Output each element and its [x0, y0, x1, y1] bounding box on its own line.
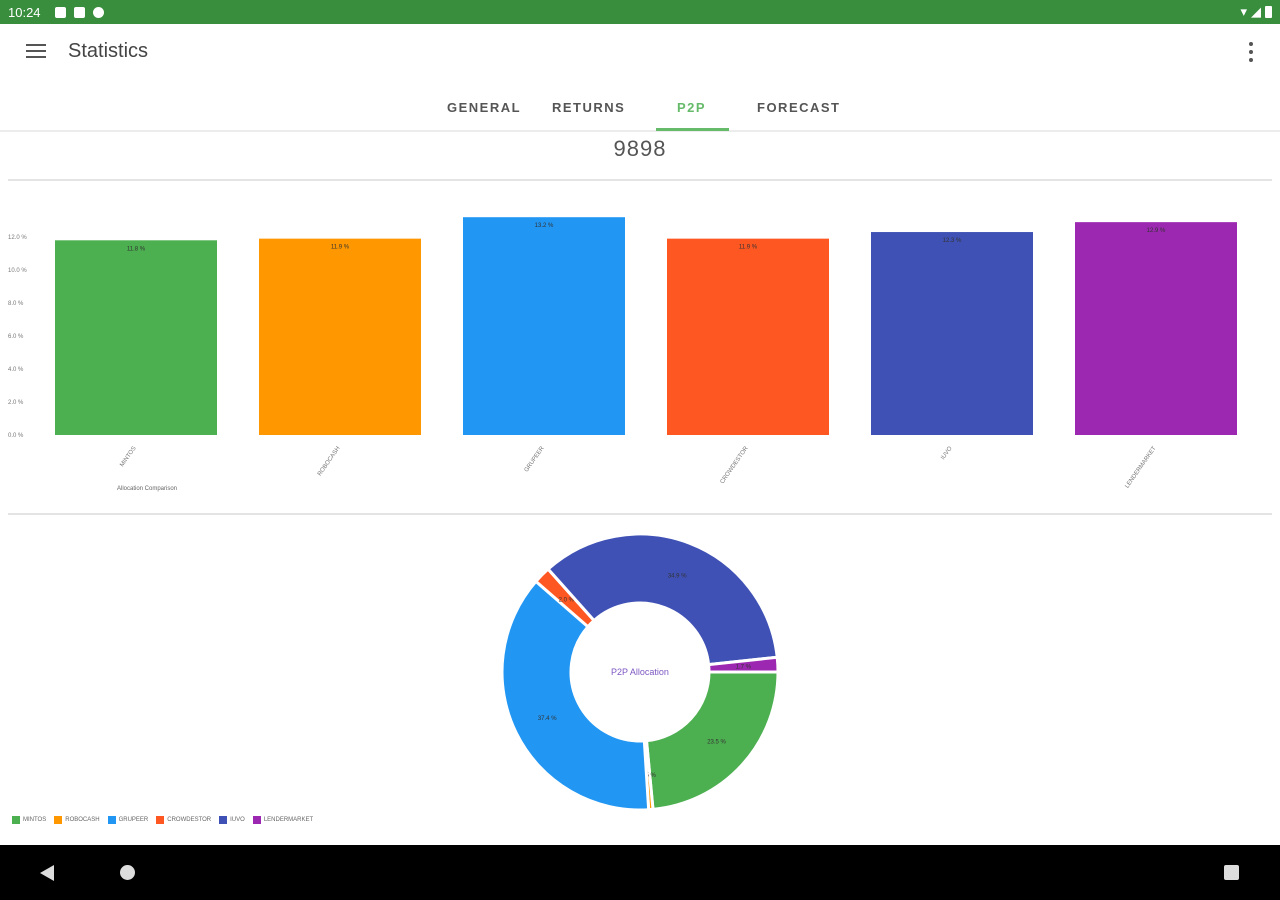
y-tick-label: 0.0 % — [8, 433, 24, 439]
bar — [259, 238, 421, 435]
legend-item: CROWDESTOR — [156, 816, 211, 824]
slice-value-label: 23.5 % — [707, 740, 726, 746]
y-tick-label: 4.0 % — [8, 367, 24, 373]
status-bar: 10:24 ▾ ◢ — [0, 0, 1280, 24]
bar-value-label: 11.9 % — [331, 245, 350, 251]
navigation-bar — [0, 845, 1280, 900]
bar-value-label: 11.8 % — [127, 246, 146, 252]
wifi-icon: ▾ — [1240, 4, 1247, 19]
tab-p2p[interactable]: P2P — [677, 100, 707, 115]
y-tick-label: 6.0 % — [8, 334, 24, 340]
divider — [8, 513, 1272, 515]
total-value: 9898 — [613, 136, 667, 161]
system-icons: ▾ ◢ — [1240, 4, 1272, 20]
divider — [8, 179, 1272, 181]
donut-slice — [706, 655, 780, 674]
slice-value-label: 2.0 % — [559, 597, 575, 603]
back-icon[interactable] — [40, 865, 54, 881]
slice-value-label: 1.7 % — [736, 664, 752, 670]
legend-swatch — [219, 816, 228, 824]
bar-value-label: 13.2 % — [535, 223, 554, 229]
sd-card-icon — [73, 6, 85, 18]
legend-item: IUVO — [219, 816, 245, 824]
y-tick-label: 8.0 % — [8, 301, 24, 307]
bar-value-label: 12.9 % — [1147, 228, 1166, 234]
tab-returns[interactable]: RETURNS — [552, 100, 626, 115]
bar — [463, 217, 625, 435]
legend-swatch — [12, 816, 20, 824]
legend-swatch — [54, 816, 63, 824]
battery-icon — [1265, 6, 1272, 18]
chart-caption: Allocation Comparison — [117, 486, 177, 492]
recents-icon[interactable] — [1224, 865, 1239, 880]
notification-icon — [54, 6, 66, 18]
legend-item: ROBOCASH — [54, 816, 100, 824]
donut-slice — [644, 670, 780, 812]
signal-icon: ◢ — [1251, 4, 1261, 19]
more-options-icon[interactable] — [1248, 42, 1254, 62]
legend-swatch — [252, 816, 261, 824]
legend-label: ROBOCASH — [65, 817, 100, 823]
slice-value-label: 37.4 % — [538, 716, 557, 722]
home-icon[interactable] — [120, 865, 135, 880]
legend-swatch — [156, 816, 165, 824]
legend-item: MINTOS — [12, 816, 46, 824]
notification-icons — [54, 6, 104, 18]
bar-value-label: 12.3 % — [943, 238, 962, 244]
page-title: Statistics — [68, 40, 149, 62]
donut-slice — [500, 579, 651, 812]
legend-label: GRUPEER — [118, 817, 149, 823]
bar-value-label: 11.9 % — [739, 245, 758, 251]
slice-value-label: 34.9 % — [668, 573, 687, 579]
status-time: 10:24 — [8, 4, 41, 20]
y-tick-label: 2.0 % — [8, 400, 24, 406]
chart-legend: MINTOS ROBOCASH GRUPEER CROWDESTOR IUVO LENDE… — [12, 816, 313, 824]
donut-slice — [545, 532, 779, 667]
legend-label: MINTOS — [23, 817, 47, 823]
bar — [1075, 222, 1237, 435]
tab-forecast[interactable]: FORECAST — [757, 100, 841, 115]
legend-label: CROWDESTOR — [167, 817, 212, 823]
tab-bar: GENERAL RETURNS P2P FORECAST — [0, 80, 1280, 132]
slice-value-label: 0.5 % — [640, 773, 656, 779]
no-sync-icon — [92, 6, 104, 18]
donut-center-label: P2P Allocation — [611, 667, 669, 677]
legend-item: LENDERMARKET — [252, 816, 314, 824]
bar — [55, 240, 217, 435]
app-bar: Statistics — [0, 24, 1280, 80]
hamburger-menu-icon[interactable] — [26, 44, 46, 60]
legend-item: GRUPEER — [107, 816, 149, 824]
bar — [871, 232, 1033, 435]
y-tick-label: 12.0 % — [8, 235, 27, 241]
y-tick-label: 10.0 % — [8, 268, 27, 274]
bar — [667, 238, 829, 435]
legend-label: LENDERMARKET — [263, 817, 314, 823]
legend-swatch — [107, 816, 116, 824]
tab-indicator — [656, 128, 729, 131]
legend-label: IUVO — [230, 817, 245, 823]
tab-general[interactable]: GENERAL — [447, 100, 522, 115]
